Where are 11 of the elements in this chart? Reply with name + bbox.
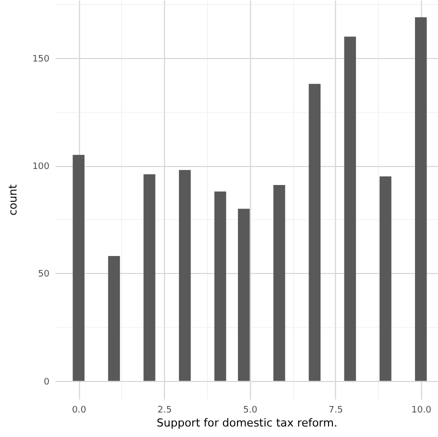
x-tick-label: 7.5 xyxy=(328,406,343,416)
y-tick-label: 100 xyxy=(32,162,50,172)
x-tick-label: 10.0 xyxy=(411,406,432,416)
y-axis-title: count xyxy=(6,184,20,216)
x-tick-label: 0.0 xyxy=(72,406,87,416)
y-tick-label: 50 xyxy=(38,270,50,280)
x-tick-label: 2.5 xyxy=(158,406,172,416)
y-tick-label: 150 xyxy=(32,54,50,65)
y-tick-label: 0 xyxy=(44,377,50,388)
x-axis-title: Support for domestic tax reform. xyxy=(156,416,338,430)
x-tick-label: 5.0 xyxy=(243,406,258,416)
